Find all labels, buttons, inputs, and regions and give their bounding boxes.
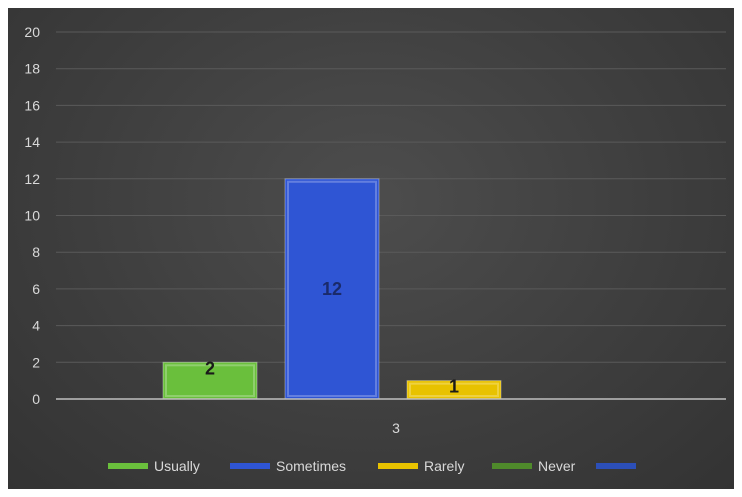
data-label: 2 [205,358,215,378]
data-label: 12 [322,279,342,299]
y-tick-label: 16 [24,97,40,113]
y-tick-label: 8 [32,244,40,260]
y-tick-label: 2 [32,354,40,370]
y-tick-label: 4 [32,318,40,334]
y-tick-label: 6 [32,281,40,297]
legend-swatch [230,463,270,469]
category-label: 3 [392,420,400,436]
legend-swatch [492,463,532,469]
y-tick-label: 20 [24,24,40,40]
legend-label: Rarely [424,458,464,474]
chart-frame: 0 2 4 6 8 10 12 14 16 18 20 2 12 1 3 Usually Sometime… [8,8,734,489]
legend-label: Never [538,458,576,474]
legend-label: Sometimes [276,458,346,474]
legend: Usually Sometimes Rarely Never [108,458,636,474]
data-label: 1 [449,377,459,397]
y-tick-label: 18 [24,61,40,77]
y-tick-label: 12 [24,171,40,187]
bar [284,178,380,400]
gridlines [56,31,726,363]
legend-swatch [108,463,148,469]
bar [162,361,258,400]
bar-bevel [409,382,499,397]
y-tick-label: 10 [24,208,40,224]
legend-label: Usually [154,458,200,474]
bar-chart: 0 2 4 6 8 10 12 14 16 18 20 2 12 1 3 Usually Sometime… [24,24,726,474]
y-axis: 0 2 4 6 8 10 12 14 16 18 20 [24,24,40,407]
y-tick-label: 0 [32,391,40,407]
bar-bevel [287,180,377,397]
legend-swatch [378,463,418,469]
bar-bevel [165,364,255,397]
y-tick-label: 14 [24,134,40,150]
bars [162,178,502,400]
x-axis: 3 [56,398,726,436]
legend-swatch [596,463,636,469]
data-labels: 2 12 1 [205,279,459,397]
